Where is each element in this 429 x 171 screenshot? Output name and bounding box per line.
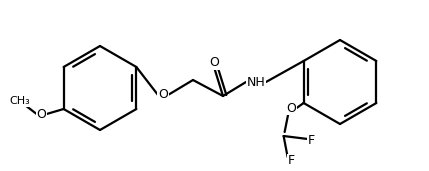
Text: O: O	[209, 56, 219, 69]
Text: F: F	[308, 135, 315, 148]
Text: O: O	[158, 89, 168, 102]
Text: F: F	[288, 155, 295, 168]
Text: CH₃: CH₃	[9, 96, 30, 106]
Text: O: O	[37, 108, 47, 121]
Text: NH: NH	[247, 76, 266, 89]
Text: O: O	[287, 102, 296, 115]
